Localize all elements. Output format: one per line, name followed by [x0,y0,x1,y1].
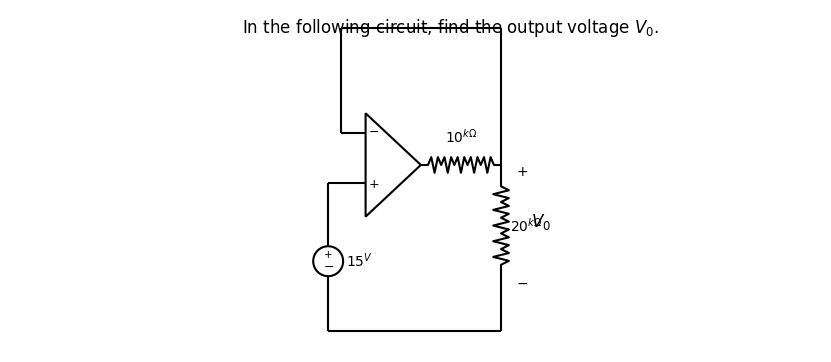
Text: $10^{k\Omega}$: $10^{k\Omega}$ [445,127,477,146]
Text: In the following circuit, find the output voltage $V_0$.: In the following circuit, find the outpu… [242,17,658,39]
Text: $-$: $-$ [368,125,379,138]
Text: $V_0$: $V_0$ [531,212,551,232]
Text: $+$: $+$ [323,249,333,260]
Text: $15^V$: $15^V$ [346,252,373,270]
Text: $-$: $-$ [516,275,529,290]
Text: $+$: $+$ [368,178,379,191]
Text: $20^{k\Omega}$: $20^{k\Omega}$ [510,216,543,235]
Text: $-$: $-$ [322,260,334,273]
Text: $+$: $+$ [516,165,529,179]
